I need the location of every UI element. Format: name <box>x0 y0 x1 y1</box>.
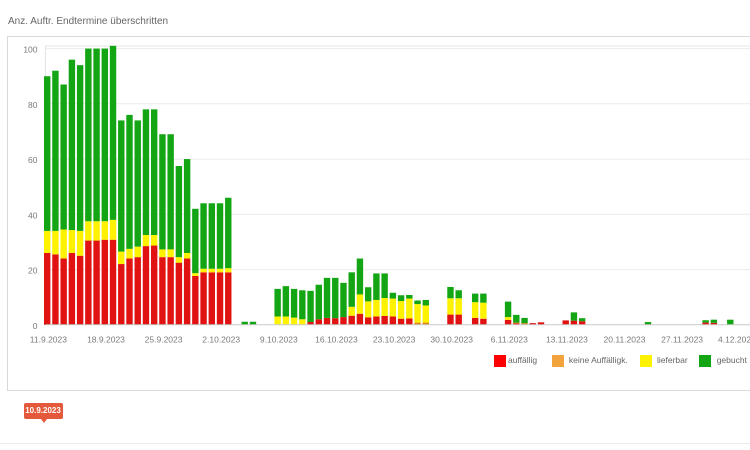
svg-text:60: 60 <box>28 155 38 165</box>
svg-text:25.9.2023: 25.9.2023 <box>145 335 183 345</box>
svg-text:27.11.2023: 27.11.2023 <box>661 335 703 345</box>
svg-text:11.9.2023: 11.9.2023 <box>30 335 67 345</box>
svg-text:18.9.2023: 18.9.2023 <box>87 335 125 345</box>
svg-text:16.10.2023: 16.10.2023 <box>315 335 358 345</box>
svg-text:20.11.2023: 20.11.2023 <box>604 335 646 345</box>
svg-text:80: 80 <box>28 100 38 110</box>
svg-text:6.11.2023: 6.11.2023 <box>491 335 528 345</box>
svg-text:100: 100 <box>23 45 37 55</box>
svg-text:20: 20 <box>28 266 38 276</box>
svg-text:4.12.2023: 4.12.2023 <box>718 335 750 345</box>
svg-text:30.10.2023: 30.10.2023 <box>430 335 473 345</box>
svg-text:2.10.2023: 2.10.2023 <box>202 335 240 345</box>
svg-text:13.11.2023: 13.11.2023 <box>546 335 588 345</box>
svg-text:0: 0 <box>33 321 38 331</box>
svg-text:40: 40 <box>28 210 38 220</box>
svg-text:9.10.2023: 9.10.2023 <box>260 335 298 345</box>
svg-text:23.10.2023: 23.10.2023 <box>373 335 416 345</box>
